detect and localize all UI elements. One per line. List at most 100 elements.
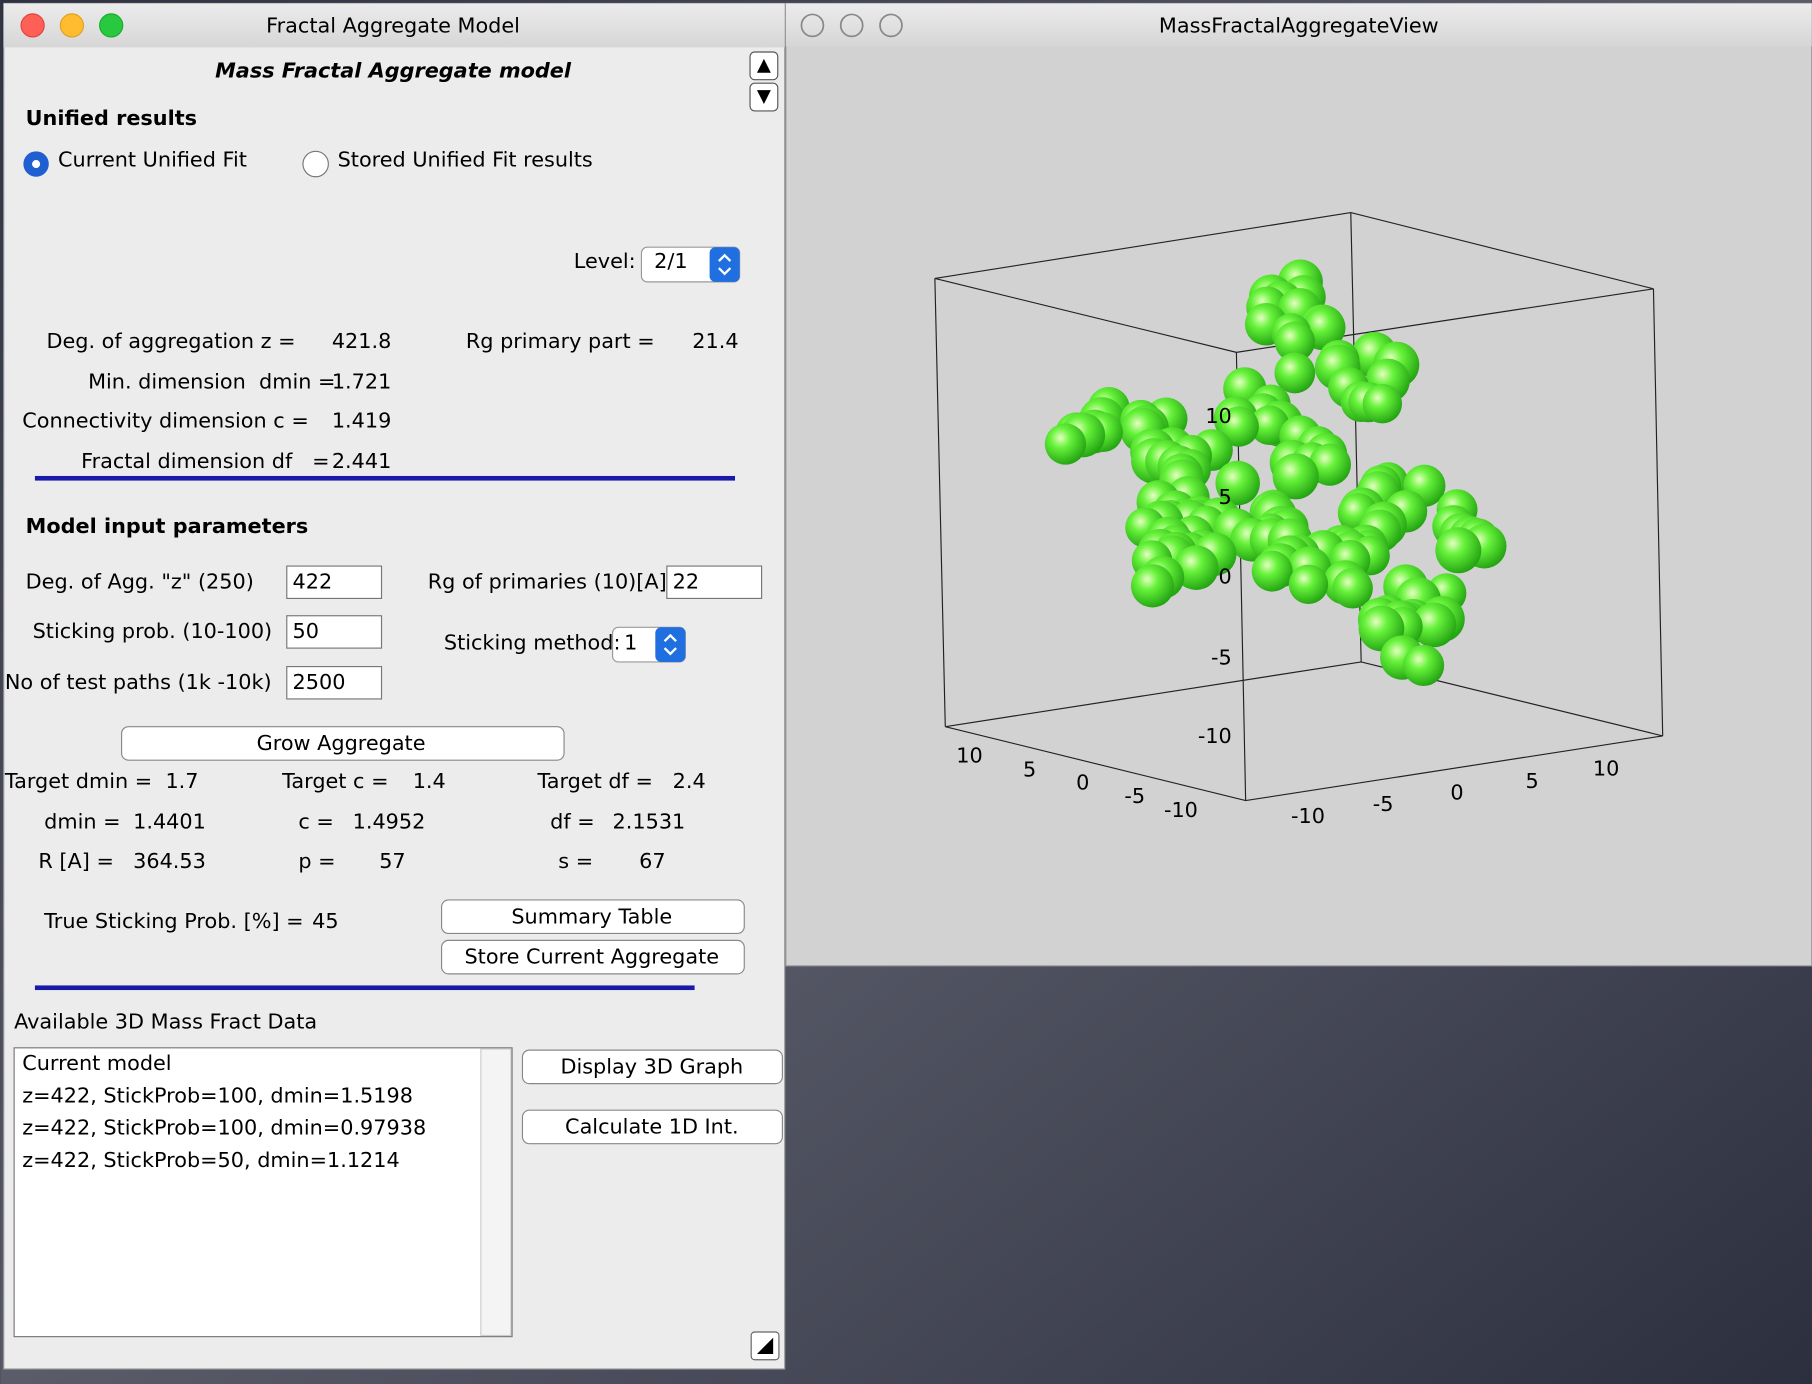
popup-stepper [655, 627, 686, 662]
sphere [1274, 352, 1316, 394]
close-button[interactable] [800, 13, 825, 38]
output-value: 2.1531 [613, 810, 686, 834]
output-value: 67 [639, 849, 665, 873]
data-list[interactable] [13, 1047, 513, 1338]
display-button[interactable] [521, 1049, 783, 1085]
separator [34, 985, 695, 991]
result-label: Fractal dimension df = [81, 449, 329, 473]
output-label: c = [298, 810, 333, 834]
sphere [1274, 321, 1316, 362]
method-value: 1 [624, 630, 637, 654]
close-button[interactable] [20, 13, 45, 38]
target-value: 2.4 [673, 769, 706, 793]
stepper-icon [663, 633, 677, 656]
summary-button[interactable] [441, 899, 745, 935]
y-tick-label: 5 [1526, 769, 1539, 793]
output-value: 364.53 [133, 849, 206, 873]
text-input[interactable] [286, 666, 383, 700]
field-label: No of test paths (1k -10k) [5, 670, 272, 694]
x-tick-label: -10 [1164, 798, 1198, 822]
grow-button[interactable] [121, 726, 565, 761]
field-value: 22 [673, 569, 699, 593]
z-tick-label: 10 [1205, 404, 1231, 428]
resize-icon [756, 1337, 774, 1354]
target-label: Target dmin = [4, 769, 152, 793]
target-label: Target c = [281, 769, 388, 793]
z-tick-label: 5 [1219, 485, 1232, 509]
x-tick-label: 0 [1076, 770, 1089, 794]
sphere [1218, 406, 1259, 447]
output-value: 1.4401 [133, 810, 206, 834]
target-value: 1.4 [413, 769, 446, 793]
result-label: Rg primary part = [466, 329, 655, 353]
result-label: Deg. of aggregation z = [46, 329, 295, 353]
z-tick-label: 0 [1219, 565, 1232, 589]
button-label: Summary Table [511, 904, 672, 928]
result-value: 421.8 [332, 329, 392, 353]
result-value: 2.441 [332, 449, 392, 473]
zoom-button[interactable] [99, 13, 124, 38]
sphere [1130, 564, 1175, 608]
sphere [1332, 568, 1373, 609]
list-item: z=422, StickProb=100, dmin=1.5198 [22, 1083, 413, 1107]
sphere [1044, 423, 1087, 465]
button-label: Store Current Aggregate [465, 945, 720, 969]
x-tick-label: -5 [1124, 784, 1145, 808]
window-title: MassFractalAggregateView [1159, 14, 1439, 38]
radio-label: Stored Unified Fit results [338, 148, 593, 172]
level-value: 2/1 [654, 249, 687, 273]
radio[interactable] [302, 150, 329, 178]
output-label: True Sticking Prob. [%] = [43, 909, 303, 933]
sphere [1402, 644, 1445, 687]
result-value: 1.721 [332, 369, 392, 393]
output-value: 57 [379, 849, 405, 873]
field-value: 50 [293, 619, 319, 643]
calculate-button[interactable] [521, 1109, 783, 1145]
text-input[interactable] [666, 565, 763, 600]
plot-box [934, 211, 1664, 802]
radio-dot [32, 160, 41, 169]
radio-label: Current Unified Fit [58, 148, 247, 172]
sphere [1251, 550, 1293, 592]
zoom-button[interactable] [879, 13, 903, 38]
minimize-button[interactable] [839, 13, 864, 38]
result-value: 21.4 [692, 329, 738, 353]
window-title: Fractal Aggregate Model [266, 14, 520, 38]
z-tick-label: -10 [1198, 724, 1232, 748]
store-button[interactable] [441, 939, 745, 975]
output-label: s = [558, 849, 593, 873]
title-bar [3, 3, 785, 48]
y-tick-label: -5 [1373, 792, 1394, 816]
section-title: Unified results [26, 106, 197, 130]
output-value: 45 [312, 909, 338, 933]
output-label: p = [298, 849, 335, 873]
minimize-button[interactable] [59, 13, 85, 38]
field-value: 2500 [293, 670, 346, 694]
text-input[interactable] [286, 565, 383, 600]
popup-stepper [709, 247, 740, 282]
target-value: 1.7 [165, 769, 198, 793]
button-label: Display 3D Graph [560, 1054, 743, 1078]
section-title: Available 3D Mass Fract Data [14, 1009, 317, 1033]
button-label: Grow Aggregate [257, 731, 426, 755]
z-tick-label: -5 [1211, 645, 1232, 669]
arrow-icon [756, 58, 771, 73]
field-value: 422 [293, 569, 333, 593]
target-label: Target df = [536, 769, 652, 793]
title-bar [785, 3, 1812, 47]
result-label: Connectivity dimension c = [22, 409, 309, 433]
aggregate [1044, 259, 1507, 687]
arrow-icon [756, 90, 771, 104]
x-tick-label: 10 [956, 744, 982, 768]
scrollbar[interactable] [480, 1048, 512, 1337]
sphere [1362, 383, 1403, 424]
list-item: z=422, StickProb=100, dmin=0.97938 [22, 1116, 426, 1140]
result-label: Min. dimension dmin = [88, 369, 335, 393]
sphere [1272, 453, 1319, 500]
field-label: Sticking prob. (10-100) [33, 619, 273, 643]
field-label: Sticking method: [444, 630, 621, 654]
text-input[interactable] [286, 615, 383, 649]
button-label: Calculate 1D Int. [565, 1115, 739, 1139]
